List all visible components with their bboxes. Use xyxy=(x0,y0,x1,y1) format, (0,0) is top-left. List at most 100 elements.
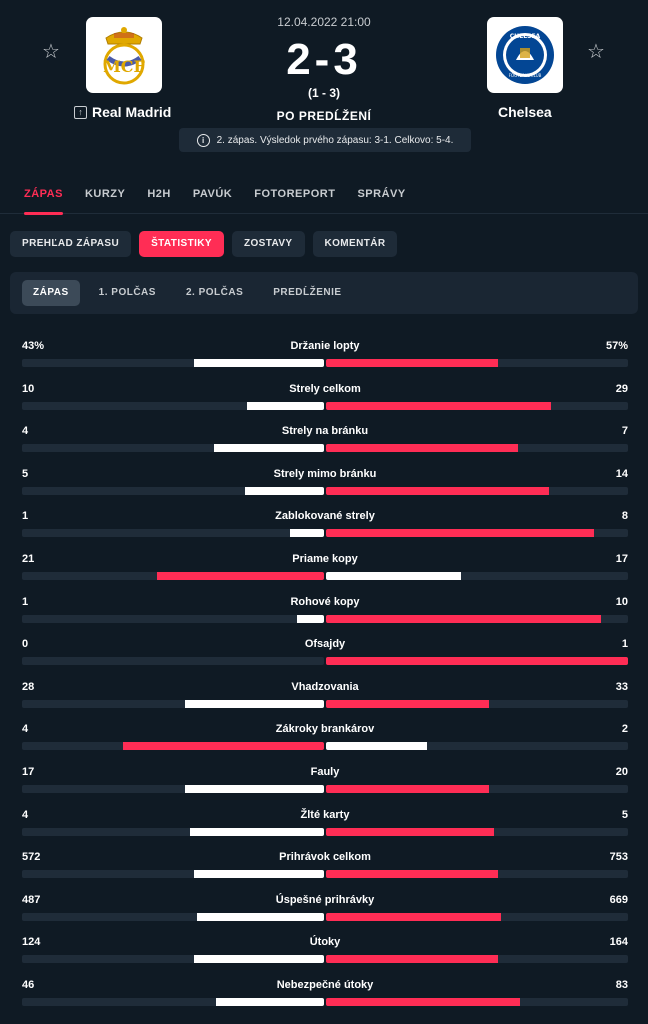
match-status: PO PREDĹŽENÍ xyxy=(276,109,372,123)
stat-away-bar-track xyxy=(326,870,628,879)
stat-head: 572 Prihrávok celkom 753 xyxy=(22,851,628,867)
period-zapas[interactable]: ZÁPAS xyxy=(22,280,80,306)
period-first-half[interactable]: 1. POLČAS xyxy=(98,287,156,298)
stat-head: 4 Žlté karty 5 xyxy=(22,809,628,825)
stat-home-bar-track xyxy=(22,870,324,879)
stat-away-bar-track xyxy=(326,401,628,410)
subtab-statistiky[interactable]: ŠTATISTIKY xyxy=(139,231,224,257)
stat-label: Strely celkom xyxy=(289,382,361,395)
stat-head: 5 Strely mimo bránku 14 xyxy=(22,468,628,484)
stat-label: Úspešné prihrávky xyxy=(275,893,375,906)
stat-home-value: 4 xyxy=(22,425,29,438)
favorite-home-star-icon[interactable]: ☆ xyxy=(42,41,60,63)
period-extra-time[interactable]: PREDĹŽENIE xyxy=(273,287,342,298)
stat-home-value: 17 xyxy=(22,765,35,778)
stat-away-value: 20 xyxy=(615,765,628,778)
stat-home-bar-track xyxy=(22,912,324,921)
away-team-name[interactable]: Chelsea xyxy=(498,104,552,120)
stat-away-bar xyxy=(326,614,601,623)
stat-home-bar-track xyxy=(22,699,324,708)
subtab-zostavy[interactable]: ZOSTAVY xyxy=(231,231,305,257)
tab-spravy[interactable]: SPRÁVY xyxy=(357,188,406,200)
stat-label: Strely na bránku xyxy=(281,425,369,438)
stat-row: 124 Útoky 164 xyxy=(22,932,628,975)
stat-home-bar-track xyxy=(22,401,324,410)
stat-home-bar xyxy=(185,784,324,793)
stat-away-bar-track xyxy=(326,571,628,580)
stat-away-bar xyxy=(326,359,498,367)
stat-home-value: 21 xyxy=(22,552,35,565)
stat-away-bar xyxy=(326,571,461,580)
stat-label: Vhadzovania xyxy=(291,680,359,693)
tab-zapas[interactable]: ZÁPAS xyxy=(13,172,74,215)
stat-label: Zákroky brankárov xyxy=(275,723,375,736)
stat-head: 28 Vhadzovania 33 xyxy=(22,681,628,697)
stat-away-value: 1 xyxy=(621,638,628,651)
real-madrid-crest-icon: MCF xyxy=(103,27,146,85)
period-selector: ZÁPAS 1. POLČAS 2. POLČAS PREDĹŽENIE xyxy=(10,272,638,314)
stat-home-bar-track xyxy=(22,359,324,367)
stat-home-value: 46 xyxy=(22,978,35,991)
tab-h2h[interactable]: H2H xyxy=(147,188,171,200)
stat-label: Ofsajdy xyxy=(304,638,346,651)
stat-away-bar xyxy=(326,955,498,964)
stat-away-bar xyxy=(326,699,489,708)
stat-row: 0 Ofsajdy 1 xyxy=(22,634,628,677)
stat-row: 10 Strely celkom 29 xyxy=(22,379,628,422)
away-team-logo[interactable]: CHELSEA FOOTBALL CLUB xyxy=(487,17,563,93)
stat-home-value: 487 xyxy=(22,893,41,906)
stat-home-bar-track xyxy=(22,997,324,1006)
stat-home-value: 10 xyxy=(22,382,35,395)
subtab-komentar[interactable]: KOMENTÁR xyxy=(312,231,398,257)
stats-list: 43% Držanie lopty 57% 10 Strely celkom 29 4 Str… xyxy=(22,336,628,1018)
subtab-prehlad[interactable]: PREHĽAD ZÁPASU xyxy=(10,231,132,257)
stat-row: 572 Prihrávok celkom 753 xyxy=(22,847,628,890)
stat-home-value: 4 xyxy=(22,723,29,736)
stat-away-bar-track xyxy=(326,359,628,367)
match-sub-score: (1 - 3) xyxy=(307,86,340,100)
stat-home-bar-track xyxy=(22,529,324,538)
stat-away-value: 14 xyxy=(615,467,628,480)
stat-away-bar xyxy=(326,912,501,921)
stat-away-bar-track xyxy=(326,529,628,538)
tab-kurzy[interactable]: KURZY xyxy=(84,188,126,200)
stat-home-value: 1 xyxy=(22,595,29,608)
stat-home-value: 28 xyxy=(22,680,35,693)
stat-away-bar-track xyxy=(326,997,628,1006)
home-team-name[interactable]: ↑ Real Madrid xyxy=(74,104,171,120)
stat-away-bar-track xyxy=(326,614,628,623)
period-second-half[interactable]: 2. POLČAS xyxy=(185,287,244,298)
stat-label: Priame kopy xyxy=(292,552,358,565)
stat-label: Nebezpečné útoky xyxy=(276,978,374,991)
stat-label: Držanie lopty xyxy=(290,340,360,352)
stat-head: 17 Fauly 20 xyxy=(22,766,628,782)
home-team-logo[interactable]: MCF xyxy=(86,17,162,93)
stat-row: 1 Rohové kopy 10 xyxy=(22,592,628,635)
tab-fotoreport[interactable]: FOTOREPORT xyxy=(254,188,336,200)
stat-away-value: 57% xyxy=(605,340,628,352)
stat-home-bar xyxy=(157,571,324,580)
stat-home-bar xyxy=(214,444,324,453)
stat-home-bar-track xyxy=(22,827,324,836)
stat-label: Útoky xyxy=(309,936,341,949)
stat-head: 1 Zablokované strely 8 xyxy=(22,510,628,526)
chelsea-crest-text: CHELSEA xyxy=(510,33,541,40)
stat-head: 4 Strely na bránku 7 xyxy=(22,425,628,441)
match-datetime: 12.04.2022 21:00 xyxy=(277,15,371,29)
stat-row: 487 Úspešné prihrávky 669 xyxy=(22,890,628,933)
stat-home-bar-track xyxy=(22,657,324,666)
stat-home-bar-track xyxy=(22,571,324,580)
tab-pavuk[interactable]: PAVÚK xyxy=(192,188,233,200)
stat-label: Strely mimo bránku xyxy=(273,467,377,480)
stat-away-value: 29 xyxy=(615,382,628,395)
stat-label: Prihrávok celkom xyxy=(279,851,371,864)
stat-away-bar-track xyxy=(326,955,628,964)
stat-home-value: 0 xyxy=(22,638,29,651)
stat-away-value: 83 xyxy=(615,978,628,991)
stat-home-bar xyxy=(197,912,324,921)
favorite-away-star-icon[interactable]: ☆ xyxy=(587,41,605,63)
stat-home-bar xyxy=(247,401,324,410)
stat-away-bar-track xyxy=(326,912,628,921)
stat-home-bar xyxy=(194,955,324,964)
stat-away-bar-track xyxy=(326,742,628,751)
